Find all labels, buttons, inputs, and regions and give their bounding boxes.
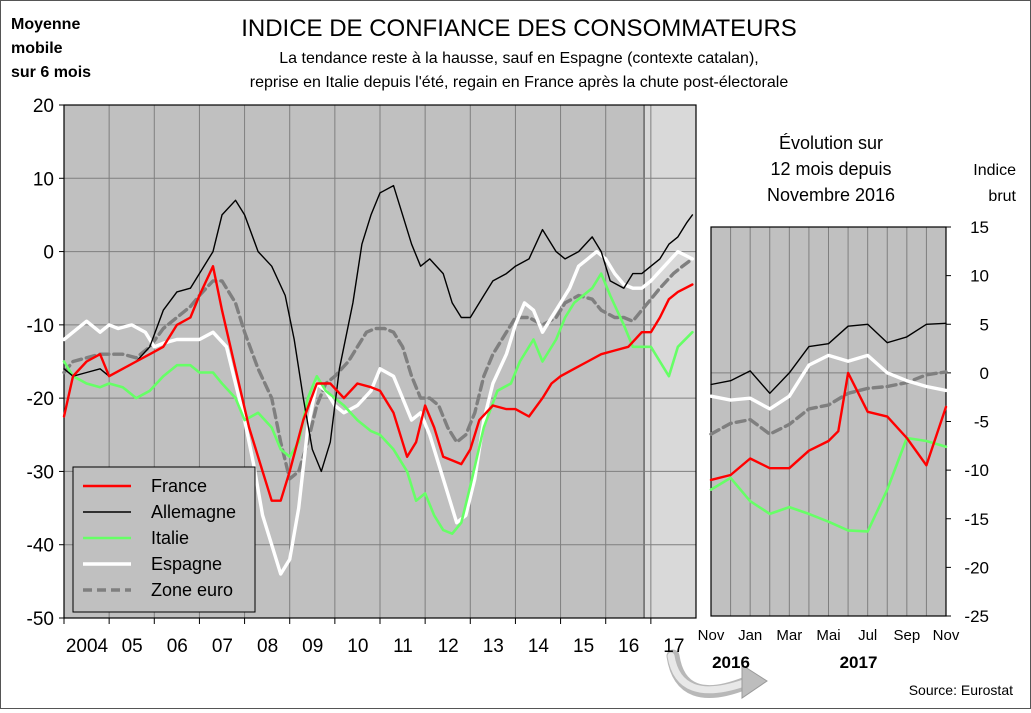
main-series-france — [62, 265, 694, 502]
main-series-allemagne — [63, 184, 694, 473]
chart-title: INDICE DE CONFIANCE DES CONSOMMATEURS — [241, 15, 797, 42]
inset-axis-note-2: brut — [988, 188, 1016, 205]
inset-tick-label-y: -25 — [964, 607, 989, 626]
main-tick-label-x: 07 — [212, 636, 233, 657]
legend-box — [72, 466, 256, 613]
chart-subtitle-2: reprise en Italie depuis l'été, regain e… — [250, 74, 789, 91]
legend-label: France — [151, 476, 207, 496]
main-tick-label-x: 17 — [663, 636, 684, 657]
legend-label: Espagne — [151, 554, 222, 574]
inset-tick-label-y: -15 — [964, 510, 989, 529]
main-tick-label-x: 09 — [302, 636, 323, 657]
inset-tick-label-x: Mar — [776, 627, 802, 644]
legend-label: Zone euro — [151, 580, 233, 600]
main-series-zone-euro — [62, 257, 695, 481]
main-tick-label-x: 08 — [257, 636, 278, 657]
inset-tick-label-x: Jul — [858, 627, 877, 644]
main-tick-label-y: -50 — [27, 609, 54, 630]
main-series-italie — [62, 272, 694, 535]
inset-title-2: 12 mois depuis — [770, 159, 891, 179]
inset-title-3: Novembre 2016 — [767, 185, 895, 205]
main-tick-label-y: 10 — [33, 169, 54, 190]
inset-series-espagne — [709, 353, 948, 411]
main-tick-label-x: 13 — [483, 636, 504, 657]
source-note: Source: Eurostat — [909, 682, 1013, 698]
inset-tick-label-x: Mai — [816, 627, 840, 644]
left-axis-note-2: mobile — [11, 40, 63, 57]
inset-title-1: Évolution sur — [779, 133, 883, 153]
main-tick-label-y: -10 — [27, 316, 54, 337]
main-tick-label-x: 12 — [438, 636, 459, 657]
inset-tick-label-y: 5 — [980, 315, 989, 334]
inset-series-zone-euro — [709, 370, 948, 436]
inset-plot-border — [710, 226, 947, 617]
legend-label: Italie — [151, 528, 189, 548]
main-tick-label-x: 11 — [393, 636, 413, 657]
main-recent-period-shade — [644, 105, 696, 618]
main-tick-label-y: 0 — [43, 243, 54, 264]
inset-tick-label-x: Jan — [738, 627, 762, 644]
inset-tick-label-x: Nov — [698, 627, 725, 644]
main-tick-label-x: 15 — [573, 636, 594, 657]
inset-tick-label-y: -10 — [964, 461, 989, 480]
main-tick-label-y: -40 — [27, 536, 54, 557]
inset-tick-label-y: 0 — [980, 364, 989, 383]
inset-year-label: 2017 — [840, 653, 878, 672]
main-tick-label-x: 05 — [122, 636, 143, 657]
main-tick-label-x: 2004 — [66, 636, 109, 657]
left-axis-note-1: Moyenne — [11, 16, 80, 33]
chart-subtitle-1: La tendance reste à la hausse, sauf en E… — [279, 50, 758, 67]
left-axis-note-3: sur 6 mois — [11, 64, 91, 81]
main-tick-label-x: 10 — [347, 636, 368, 657]
inset-tick-label-y: 10 — [970, 267, 989, 286]
main-tick-label-y: -20 — [27, 389, 54, 410]
main-tick-label-x: 16 — [618, 636, 639, 657]
main-series-espagne — [62, 249, 695, 576]
inset-series-france — [709, 371, 948, 482]
inset-tick-label-x: Nov — [933, 627, 960, 644]
transition-arrow-icon — [666, 649, 768, 699]
main-tick-label-y: 20 — [33, 96, 54, 117]
inset-axis-note-1: Indice — [973, 162, 1016, 179]
main-tick-label-y: -30 — [27, 462, 54, 483]
main-tick-label-x: 14 — [528, 636, 550, 657]
inset-tick-label-y: 15 — [970, 218, 989, 237]
main-tick-label-x: 06 — [167, 636, 188, 657]
inset-series-allemagne — [710, 322, 947, 394]
legend-label: Allemagne — [151, 502, 236, 522]
inset-tick-label-y: -5 — [974, 413, 989, 432]
inset-year-label: 2016 — [712, 653, 750, 672]
inset-tick-label-x: Sep — [893, 627, 920, 644]
inset-tick-label-y: -20 — [964, 558, 989, 577]
